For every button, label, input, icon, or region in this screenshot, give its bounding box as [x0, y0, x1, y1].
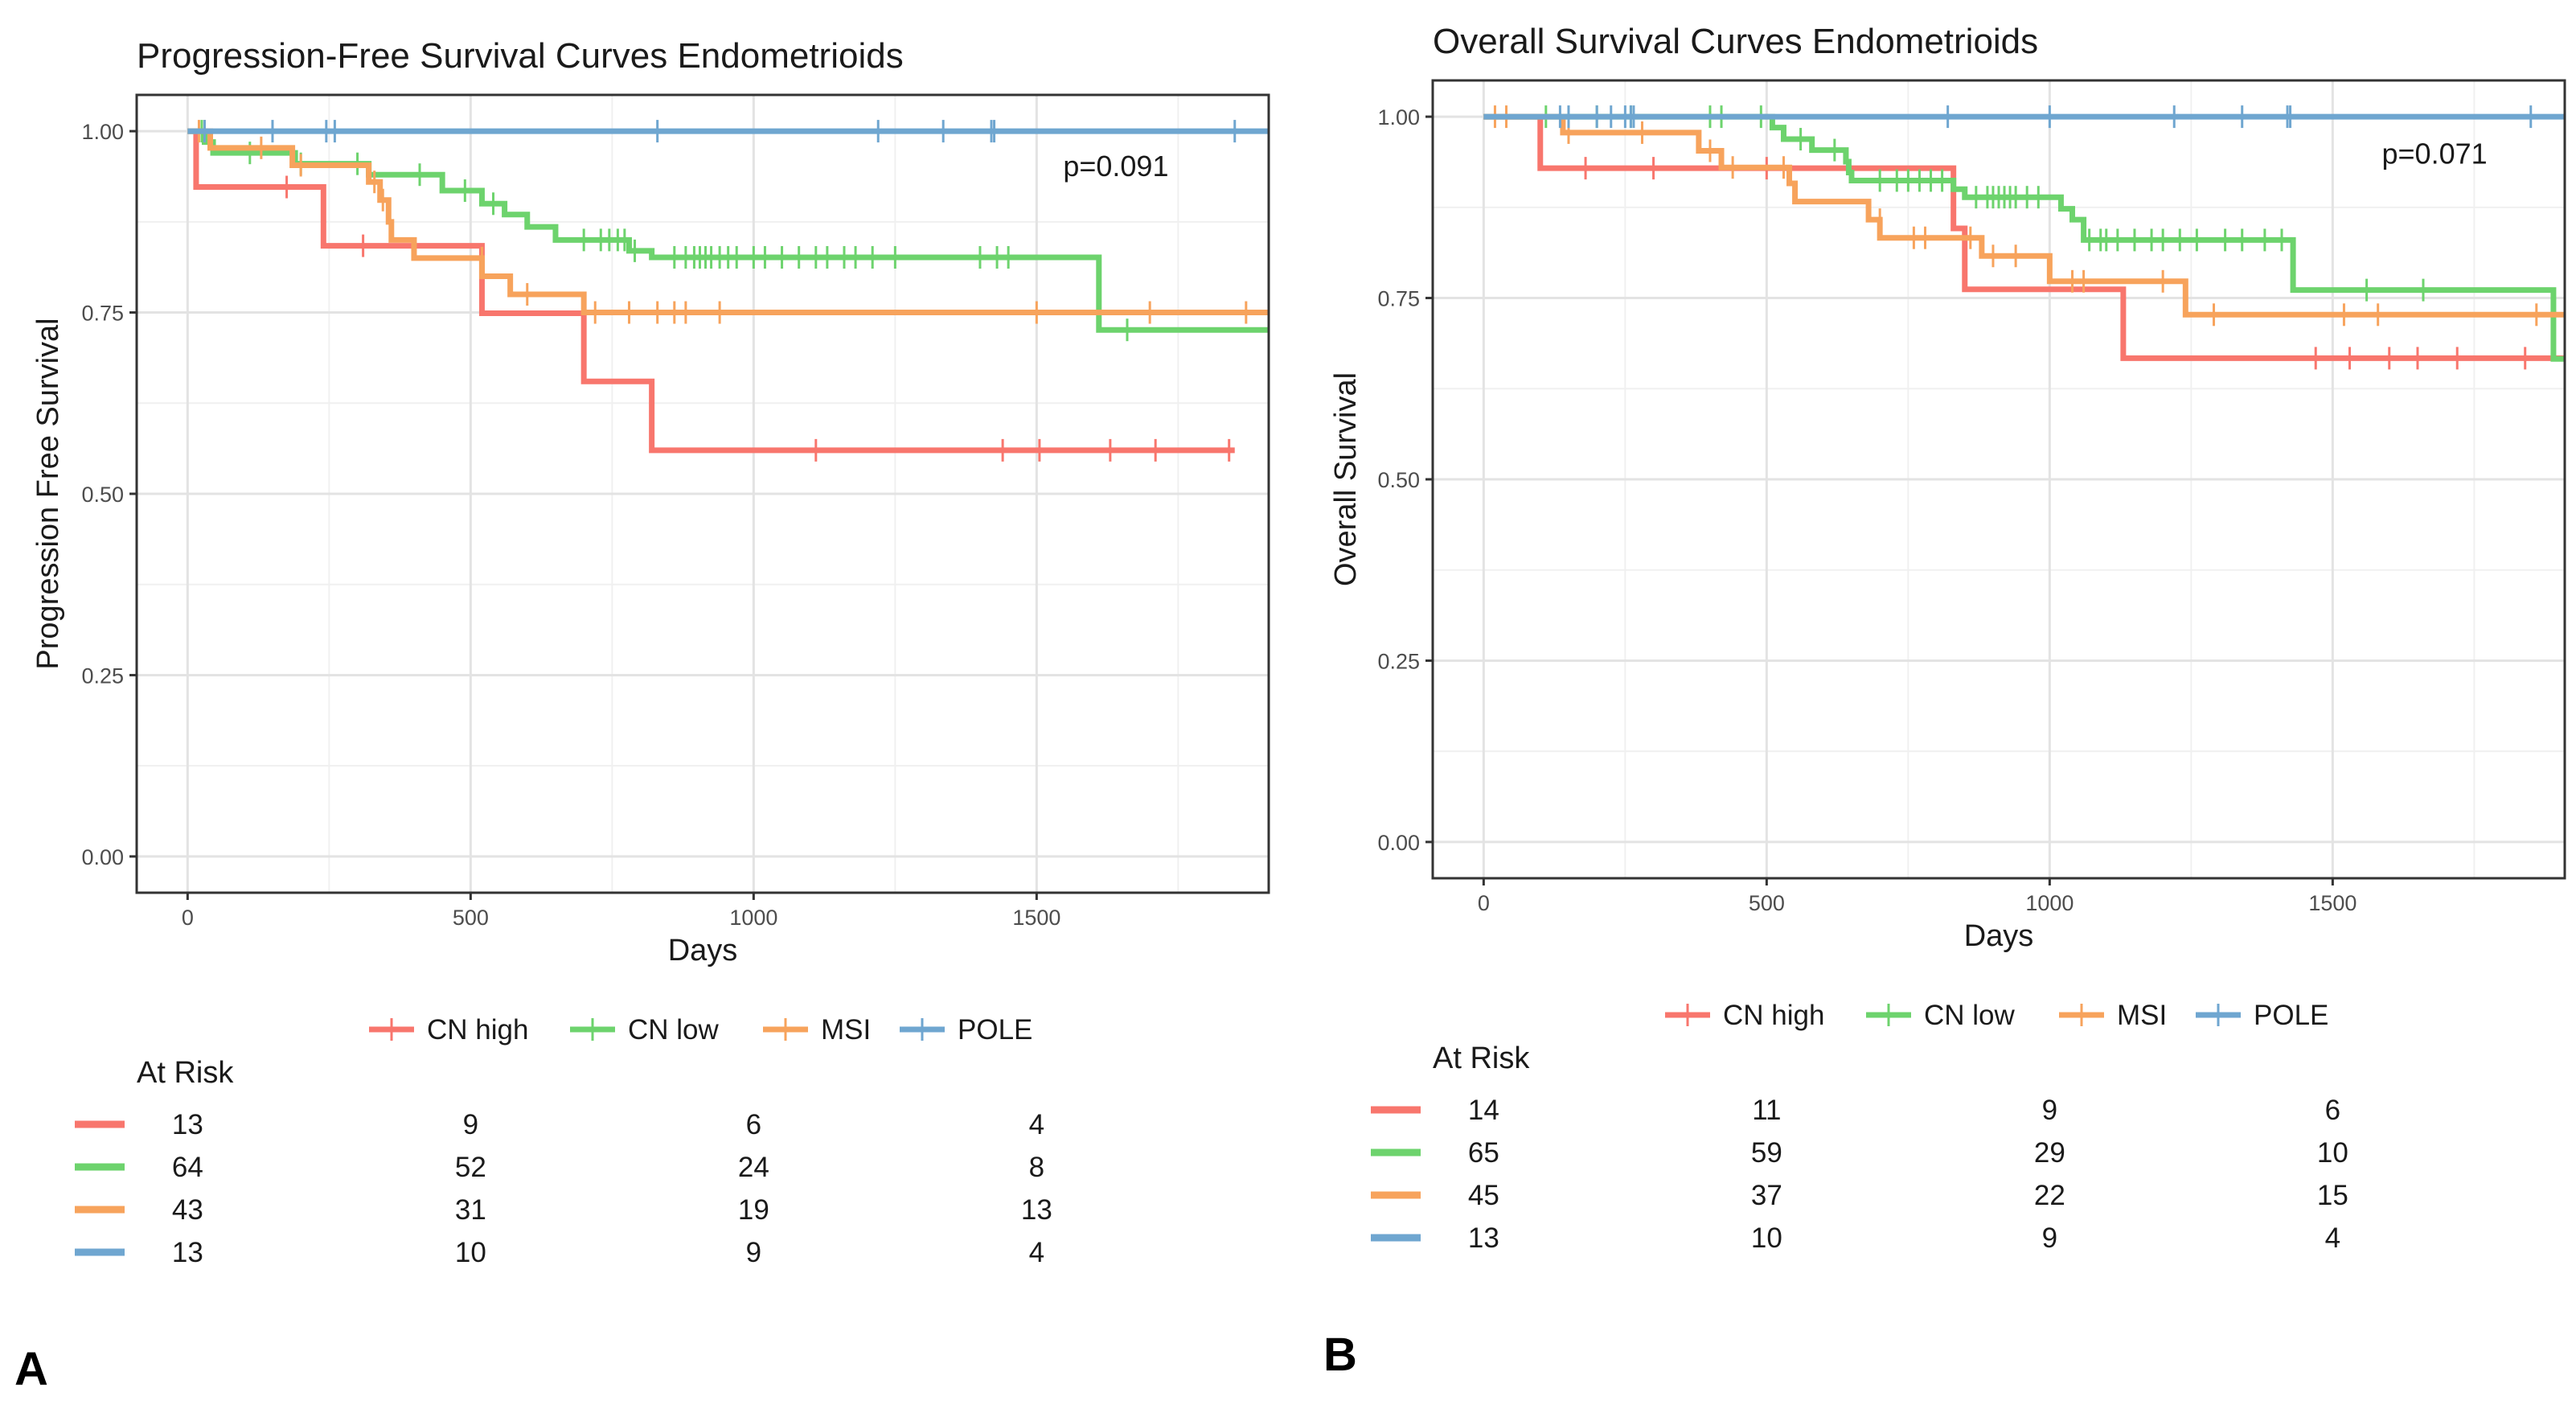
panel-b-os: Overall Survival Curves Endometrioids 0.… [1323, 22, 2566, 1381]
panel-b-letter: B [1323, 1329, 1357, 1381]
panel-a-series-msi-curve [187, 128, 1269, 316]
panel-a-at-risk-value: 24 [738, 1152, 769, 1183]
panel-a-at-risk-value: 31 [455, 1194, 486, 1226]
panel-b-x-tick-label: 0 [1478, 891, 1490, 915]
panel-b-y-tick-label: 0.25 [1377, 649, 1420, 673]
panel-a-pfs: Progression-Free Survival Curves Endomet… [14, 36, 1270, 1395]
panel-a-at-risk-title: At Risk [137, 1056, 234, 1090]
panel-a-y-tick-label: 0.50 [81, 483, 124, 507]
panel-a-at-risk-value: 4 [1029, 1237, 1044, 1268]
panel-a-letter: A [14, 1343, 48, 1395]
panel-a-legend-cn-low: CN low [570, 1014, 720, 1046]
panel-a-x-axis-title: Days [668, 934, 738, 968]
panel-b-title: Overall Survival Curves Endometrioids [1433, 22, 2038, 61]
panel-b-y-tick-label: 0.50 [1377, 468, 1420, 492]
panel-a-at-risk-value: 10 [455, 1237, 486, 1268]
panel-a-y-axis: 0.00 0.25 0.50 0.75 1.00 [81, 120, 137, 869]
panel-a-legend-pole: POLE [900, 1014, 1032, 1046]
panel-b-at-risk-value: 14 [1468, 1095, 1499, 1126]
panel-b-at-risk-value: 37 [1751, 1180, 1782, 1211]
panel-b-at-risk-value: 45 [1468, 1180, 1499, 1211]
panel-b-x-axis-title: Days [1964, 919, 2034, 953]
panel-b-legend-cn-high: CN high [1665, 1000, 1824, 1031]
panel-a-legend-label-cn-low: CN low [628, 1014, 720, 1046]
panel-b-at-risk-value: 13 [1468, 1222, 1499, 1254]
panel-a-x-tick-label: 1000 [729, 906, 777, 930]
panel-b-at-risk-value: 22 [2034, 1180, 2065, 1211]
panel-b-legend-cn-low: CN low [1866, 1000, 2016, 1031]
panel-b-at-risk-table: 14 11 9 6 65 59 29 10 45 37 22 15 13 10 9 4 [1371, 1095, 2348, 1254]
panel-b-legend: CN high CN low MSI POLE [1665, 1000, 2328, 1031]
panel-a-at-risk-value: 52 [455, 1152, 486, 1183]
panel-a-legend-label-cn-high: CN high [427, 1014, 528, 1046]
panel-a-y-axis-title: Progression Free Survival [31, 318, 65, 669]
panel-b-series-cn-high-curve [1483, 113, 2565, 361]
panel-a-series-cn-high-curve [187, 128, 1235, 454]
panel-a-legend-label-pole: POLE [958, 1014, 1032, 1046]
panel-a-pvalue: p=0.091 [1063, 150, 1168, 183]
panel-a-at-risk-value: 9 [463, 1109, 478, 1140]
panel-a-marks [187, 120, 1269, 462]
panel-b-y-axis-title: Overall Survival [1329, 372, 1363, 586]
panel-b-at-risk-title: At Risk [1433, 1042, 1530, 1075]
panel-a-y-tick-label: 1.00 [81, 120, 124, 144]
panel-b-pvalue: p=0.071 [2382, 138, 2488, 171]
panel-b-at-risk-value: 29 [2034, 1137, 2065, 1169]
panel-a-at-risk-value: 13 [172, 1109, 203, 1140]
panel-a-at-risk-value: 8 [1029, 1152, 1044, 1183]
panel-b-at-risk-value: 59 [1751, 1137, 1782, 1169]
panel-b-legend-label-pole: POLE [2254, 1000, 2328, 1031]
panel-b-y-tick-label: 0.00 [1377, 831, 1420, 855]
panel-b-y-axis: 0.00 0.25 0.50 0.75 1.00 [1377, 105, 1433, 855]
panel-b-series-cn-low-curve [1483, 113, 2565, 362]
panel-b-grid [1433, 80, 2565, 878]
panel-a-y-tick-label: 0.25 [81, 664, 124, 688]
panel-a-at-risk-value: 64 [172, 1152, 203, 1183]
panel-a-at-risk-value: 43 [172, 1194, 203, 1226]
panel-a-at-risk-value: 4 [1029, 1109, 1044, 1140]
panel-b-series-msi-curve [1483, 113, 2565, 318]
panel-a-x-tick-label: 1500 [1012, 906, 1060, 930]
panel-b-at-risk-value: 10 [2317, 1137, 2348, 1169]
panel-a-y-tick-label: 0.00 [81, 845, 124, 869]
panel-b-x-axis: 0 500 1000 1500 [1478, 878, 2357, 915]
panel-a-x-axis: 0 500 1000 1500 [182, 893, 1060, 930]
panel-a-at-risk-value: 13 [172, 1237, 203, 1268]
panel-a-legend-msi: MSI [763, 1014, 871, 1046]
panel-a-title: Progression-Free Survival Curves Endomet… [137, 36, 904, 76]
panel-b-at-risk-value: 11 [1752, 1095, 1781, 1126]
panel-a-at-risk-value: 9 [746, 1237, 761, 1268]
panel-b-legend-msi: MSI [2059, 1000, 2167, 1031]
panel-b-at-risk-value: 6 [2325, 1095, 2340, 1126]
panel-b-x-tick-label: 500 [1749, 891, 1785, 915]
panel-a-at-risk-value: 6 [746, 1109, 761, 1140]
panel-b-legend-pole: POLE [2196, 1000, 2328, 1031]
panel-a-legend-label-msi: MSI [821, 1014, 871, 1046]
panel-b-x-tick-label: 1500 [2308, 891, 2357, 915]
panel-b-at-risk-value: 10 [1751, 1222, 1782, 1254]
panel-b-at-risk-value: 65 [1468, 1137, 1499, 1169]
panel-b-legend-label-cn-low: CN low [1924, 1000, 2016, 1031]
panel-b-y-tick-label: 1.00 [1377, 105, 1420, 129]
panel-a-legend-cn-high: CN high [369, 1014, 528, 1046]
panel-a-at-risk-value: 13 [1021, 1194, 1052, 1226]
panel-a-x-tick-label: 0 [182, 906, 194, 930]
panel-b-x-tick-label: 1000 [2025, 891, 2074, 915]
panel-b-at-risk-value: 15 [2317, 1180, 2348, 1211]
panel-b-legend-label-cn-high: CN high [1723, 1000, 1824, 1031]
panel-a-legend: CN high CN low MSI POLE [369, 1014, 1032, 1046]
panel-b-y-tick-label: 0.75 [1377, 287, 1420, 311]
panel-b-at-risk-value: 4 [2325, 1222, 2340, 1254]
panel-b-at-risk-value: 9 [2042, 1095, 2057, 1126]
panel-b-marks [1483, 105, 2565, 370]
panel-a-y-tick-label: 0.75 [81, 302, 124, 326]
panel-a-x-tick-label: 500 [453, 906, 489, 930]
panel-a-at-risk-value: 19 [738, 1194, 769, 1226]
panel-b-legend-label-msi: MSI [2117, 1000, 2167, 1031]
panel-b-at-risk-value: 9 [2042, 1222, 2057, 1254]
